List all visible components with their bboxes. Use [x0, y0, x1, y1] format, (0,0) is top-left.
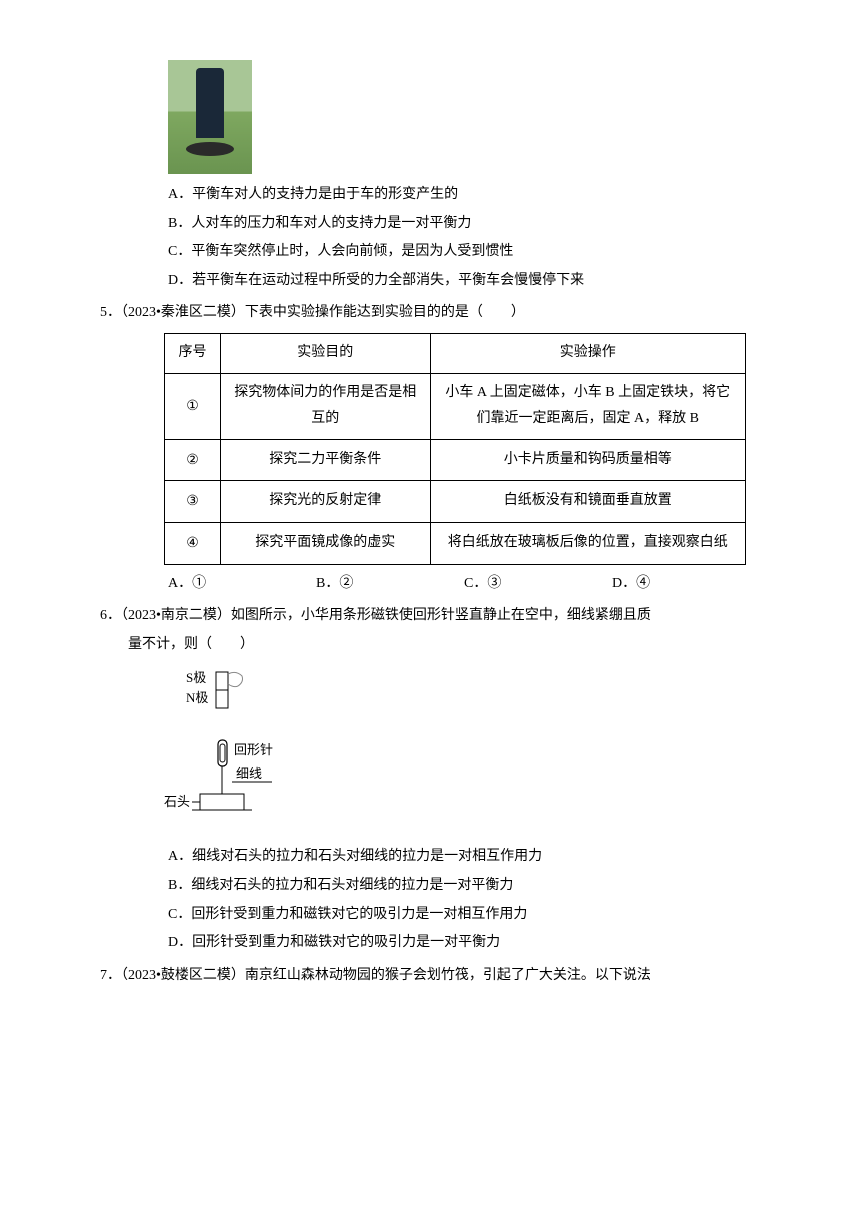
- cell-purpose: 探究物体间力的作用是否是相互的: [220, 373, 430, 439]
- cell-operation: 小车 A 上固定磁体，小车 B 上固定铁块，将它们靠近一定距离后，固定 A，释放…: [430, 373, 745, 439]
- clip-label: 回形针: [234, 742, 273, 757]
- q7-stem: 7．（2023•鼓楼区二模）南京红山森林动物园的猴子会划竹筏，引起了广大关注。以…: [128, 963, 760, 990]
- q5-option-a: A．①: [168, 571, 316, 598]
- q5-option-c: C．③: [464, 571, 612, 598]
- q5-table: 序号 实验目的 实验操作 ① 探究物体间力的作用是否是相互的 小车 A 上固定磁…: [164, 333, 746, 565]
- table-header-row: 序号 实验目的 实验操作: [165, 333, 746, 373]
- table-row: ① 探究物体间力的作用是否是相互的 小车 A 上固定磁体，小车 B 上固定铁块，…: [165, 373, 746, 439]
- q6-choice-a: A．细线对石头的拉力和石头对细线的拉力是一对相互作用力: [100, 844, 760, 871]
- q4-choice-c: C．平衡车突然停止时，人会向前倾，是因为人受到惯性: [100, 239, 760, 266]
- cell-num: ③: [165, 481, 221, 523]
- stone-label: 石头: [164, 794, 190, 809]
- cell-operation: 小卡片质量和钩码质量相等: [430, 439, 745, 481]
- table-row: ④ 探究平面镜成像的虚实 将白纸放在玻璃板后像的位置，直接观察白纸: [165, 522, 746, 564]
- q6-stem-continue: 量不计，则（ ）: [100, 632, 760, 659]
- cell-num: ②: [165, 439, 221, 481]
- cell-operation: 将白纸放在玻璃板后像的位置，直接观察白纸: [430, 522, 745, 564]
- cell-purpose: 探究二力平衡条件: [220, 439, 430, 481]
- q5-option-d: D．④: [612, 571, 760, 598]
- cell-operation: 白纸板没有和镜面垂直放置: [430, 481, 745, 523]
- q4-choice-a: A．平衡车对人的支持力是由于车的形变产生的: [100, 182, 760, 209]
- q5-option-b: B．②: [316, 571, 464, 598]
- cell-purpose: 探究光的反射定律: [220, 481, 430, 523]
- cell-purpose: 探究平面镜成像的虚实: [220, 522, 430, 564]
- q5-options: A．① B．② C．③ D．④: [100, 571, 760, 598]
- q4-choice-b: B．人对车的压力和车对人的支持力是一对平衡力: [100, 211, 760, 238]
- cell-num: ④: [165, 522, 221, 564]
- q6-choice-b: B．细线对石头的拉力和石头对细线的拉力是一对平衡力: [100, 873, 760, 900]
- string-label: 细线: [236, 766, 262, 781]
- q4-choice-d: D．若平衡车在运动过程中所受的力全部消失，平衡车会慢慢停下来: [100, 268, 760, 295]
- q4-figure-image: [168, 60, 252, 174]
- table-row: ② 探究二力平衡条件 小卡片质量和钩码质量相等: [165, 439, 746, 481]
- q6-choice-c: C．回形针受到重力和磁铁对它的吸引力是一对相互作用力: [100, 902, 760, 929]
- cell-num: ①: [165, 373, 221, 439]
- hand-icon: [228, 673, 243, 687]
- n-pole-label: N极: [186, 690, 208, 705]
- q6-stem: 6．（2023•南京二模）如图所示，小华用条形磁铁使回形针竖直静止在空中，细线紧…: [128, 603, 760, 630]
- header-purpose: 实验目的: [220, 333, 430, 373]
- stone-rect: [200, 794, 244, 810]
- q6-choice-d: D．回形针受到重力和磁铁对它的吸引力是一对平衡力: [100, 930, 760, 957]
- header-operation: 实验操作: [430, 333, 745, 373]
- q6-diagram: S极 N极 回形针 细线 石头: [164, 666, 760, 836]
- q5-stem: 5．（2023•秦淮区二模）下表中实验操作能达到实验目的的是（ ）: [128, 300, 760, 327]
- table-row: ③ 探究光的反射定律 白纸板没有和镜面垂直放置: [165, 481, 746, 523]
- s-pole-label: S极: [186, 670, 206, 685]
- header-num: 序号: [165, 333, 221, 373]
- q6-svg: S极 N极 回形针 细线 石头: [164, 666, 314, 836]
